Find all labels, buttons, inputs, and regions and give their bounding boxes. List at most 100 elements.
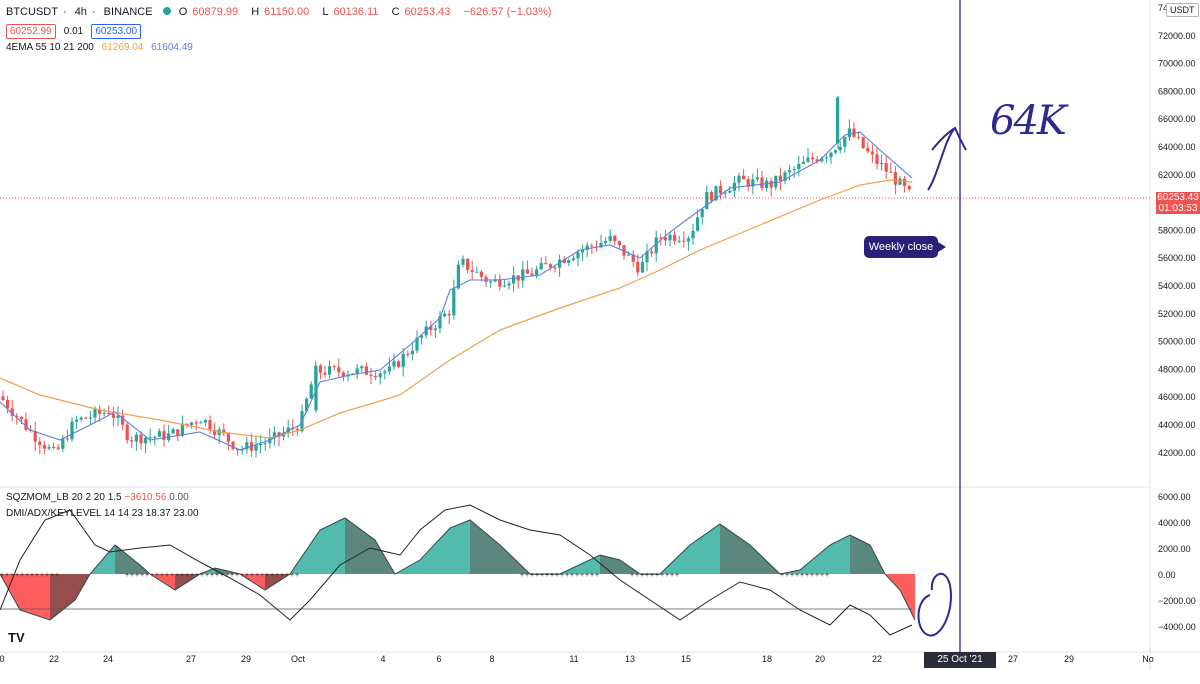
squeeze-cross-mark: + bbox=[565, 572, 569, 579]
chart-area[interactable]: + + + + + + + + + + + + + + + + + + + + + + + + + + + + + + + + + + + + + + + +… bbox=[0, 0, 1200, 670]
candle-body bbox=[190, 422, 194, 426]
indicator-axis[interactable]: 6000.00 4000.00 2000.00 0.00 −2000.00 −4000.0… bbox=[1158, 492, 1196, 632]
candle-body bbox=[866, 147, 870, 152]
candle-body bbox=[631, 254, 635, 262]
candle-body bbox=[231, 441, 235, 449]
candle-body bbox=[622, 245, 626, 256]
price-axis[interactable]: 74000.0072000.0070000.0068000.0066000.00… bbox=[1158, 3, 1196, 458]
time-axis-label: 22 bbox=[872, 654, 882, 664]
squeeze-cross-mark: + bbox=[0, 572, 4, 579]
squeeze-cross-mark: + bbox=[520, 572, 524, 579]
squeeze-cross-mark: + bbox=[205, 572, 209, 579]
squeeze-cross-mark: + bbox=[20, 572, 24, 579]
candle-body bbox=[318, 365, 322, 373]
squeeze-cross-mark: + bbox=[635, 572, 639, 579]
sell-price-box[interactable]: 60252.99 bbox=[6, 24, 56, 39]
symbol-interval[interactable]: 4h bbox=[74, 6, 87, 18]
squeeze-cross-mark: + bbox=[545, 572, 549, 579]
candle-body bbox=[383, 371, 387, 374]
candle-body bbox=[194, 422, 198, 424]
candle-body bbox=[410, 350, 414, 355]
candle-body bbox=[466, 258, 470, 270]
candle-body bbox=[824, 157, 828, 159]
candle-body bbox=[33, 430, 37, 442]
candle-body bbox=[755, 177, 759, 180]
candle-body bbox=[15, 415, 19, 417]
candle-body bbox=[98, 409, 102, 414]
tradingview-logo-icon[interactable]: TV bbox=[8, 630, 25, 645]
candle-body bbox=[530, 273, 534, 276]
sqzmom-value-2: 0.00 bbox=[169, 492, 189, 503]
candle-body bbox=[788, 170, 792, 173]
candle-body bbox=[79, 417, 83, 420]
ohlc-close: C 60253.43 bbox=[392, 6, 456, 18]
indicator-axis-label: 4000.00 bbox=[1158, 518, 1191, 528]
ema-legend[interactable]: 4EMA 55 10 21 200 61269.04 61604.49 bbox=[6, 42, 198, 53]
currency-badge[interactable]: USDT bbox=[1166, 3, 1199, 17]
candle-body bbox=[507, 283, 511, 286]
candle-body bbox=[723, 192, 727, 194]
bid-ask-legend[interactable]: 60252.99 0.01 60253.00 bbox=[6, 24, 146, 39]
time-axis-label: 24 bbox=[103, 654, 113, 664]
ema-value-fast: 61604.49 bbox=[151, 42, 193, 53]
candle-body bbox=[617, 241, 621, 246]
sqzmom-label[interactable]: SQZMOM_LB 20 2 20 1.5 bbox=[6, 492, 122, 503]
histogram-segment bbox=[320, 518, 345, 574]
histogram-segment bbox=[115, 545, 140, 574]
candle-body bbox=[144, 437, 148, 444]
candle-body bbox=[226, 433, 230, 442]
ema-label[interactable]: 4EMA 55 10 21 200 bbox=[6, 42, 94, 53]
squeeze-cross-mark: + bbox=[230, 572, 234, 579]
time-axis[interactable]: 0 22 24 27 29 Oct 4 6 8 11 13 15 18 20 22 27 29 No bbox=[0, 654, 1154, 664]
indicator-axis-label: 6000.00 bbox=[1158, 492, 1191, 502]
sqzmom-legend[interactable]: SQZMOM_LB 20 2 20 1.5 −3610.56 0.00 bbox=[6, 492, 189, 503]
price-change: −626.57 (−1.03%) bbox=[463, 6, 552, 18]
squeeze-cross-mark: + bbox=[45, 572, 49, 579]
squeeze-cross-mark: + bbox=[550, 572, 554, 579]
candle-body bbox=[10, 408, 14, 416]
dmi-value-1: 18.37 bbox=[145, 508, 171, 519]
time-axis-label: 8 bbox=[489, 654, 494, 664]
candle-body bbox=[277, 432, 281, 437]
time-axis-label: No bbox=[1142, 654, 1154, 664]
candle-body bbox=[498, 279, 502, 287]
target-handwritten-label[interactable]: 64K bbox=[990, 98, 1067, 144]
chart-svg[interactable]: + + + + + + + + + + + + + + + + + + + + + + + + + + + + + + + + + + + + + + + +… bbox=[0, 0, 1200, 670]
ohlc-high-value: 61150.00 bbox=[264, 6, 310, 18]
histogram-segment bbox=[345, 518, 375, 574]
time-axis-label: 11 bbox=[569, 654, 578, 664]
candle-body bbox=[884, 163, 888, 172]
candle-body bbox=[116, 415, 120, 418]
buy-price-box[interactable]: 60253.00 bbox=[91, 24, 142, 39]
squeeze-cross-mark: + bbox=[285, 572, 289, 579]
candle-body bbox=[387, 366, 391, 372]
candle-body bbox=[548, 264, 552, 268]
candle-body bbox=[797, 163, 801, 170]
last-price-value: 60253.43 bbox=[1157, 192, 1199, 203]
candle-body bbox=[38, 441, 42, 446]
weekly-close-callout[interactable]: Weekly close bbox=[864, 236, 946, 258]
ohlc-open: O 60879.99 bbox=[179, 6, 243, 18]
candle-body bbox=[815, 159, 819, 162]
squeeze-cross-mark: + bbox=[195, 572, 199, 579]
squeeze-cross-mark: + bbox=[165, 572, 169, 579]
candle-body bbox=[24, 419, 28, 430]
dmi-label[interactable]: DMI/ADX/KEYLEVEL 14 14 23 bbox=[6, 508, 143, 519]
candle-body bbox=[728, 190, 732, 193]
candle-body bbox=[893, 172, 897, 185]
ohlc-open-key: O bbox=[178, 6, 188, 18]
candle-body bbox=[406, 353, 410, 355]
candle-body bbox=[461, 258, 465, 265]
candle-body bbox=[171, 429, 175, 434]
squeeze-cross-mark: + bbox=[535, 572, 539, 579]
symbol-legend[interactable]: BTCUSDT · 4h · BINANCE O 60879.99 H 61150.00… bbox=[6, 6, 557, 18]
squeeze-cross-mark: + bbox=[55, 572, 59, 579]
candle-body bbox=[272, 432, 276, 438]
candle-body bbox=[1, 396, 5, 400]
dmi-legend[interactable]: DMI/ADX/KEYLEVEL 14 14 23 18.37 23.00 bbox=[6, 508, 199, 519]
candle-body bbox=[898, 178, 902, 185]
squeeze-cross-mark: + bbox=[815, 572, 819, 579]
symbol-name[interactable]: BTCUSDT bbox=[6, 6, 58, 18]
time-axis-label: 13 bbox=[625, 654, 635, 664]
squeeze-cross-mark: + bbox=[190, 572, 194, 579]
